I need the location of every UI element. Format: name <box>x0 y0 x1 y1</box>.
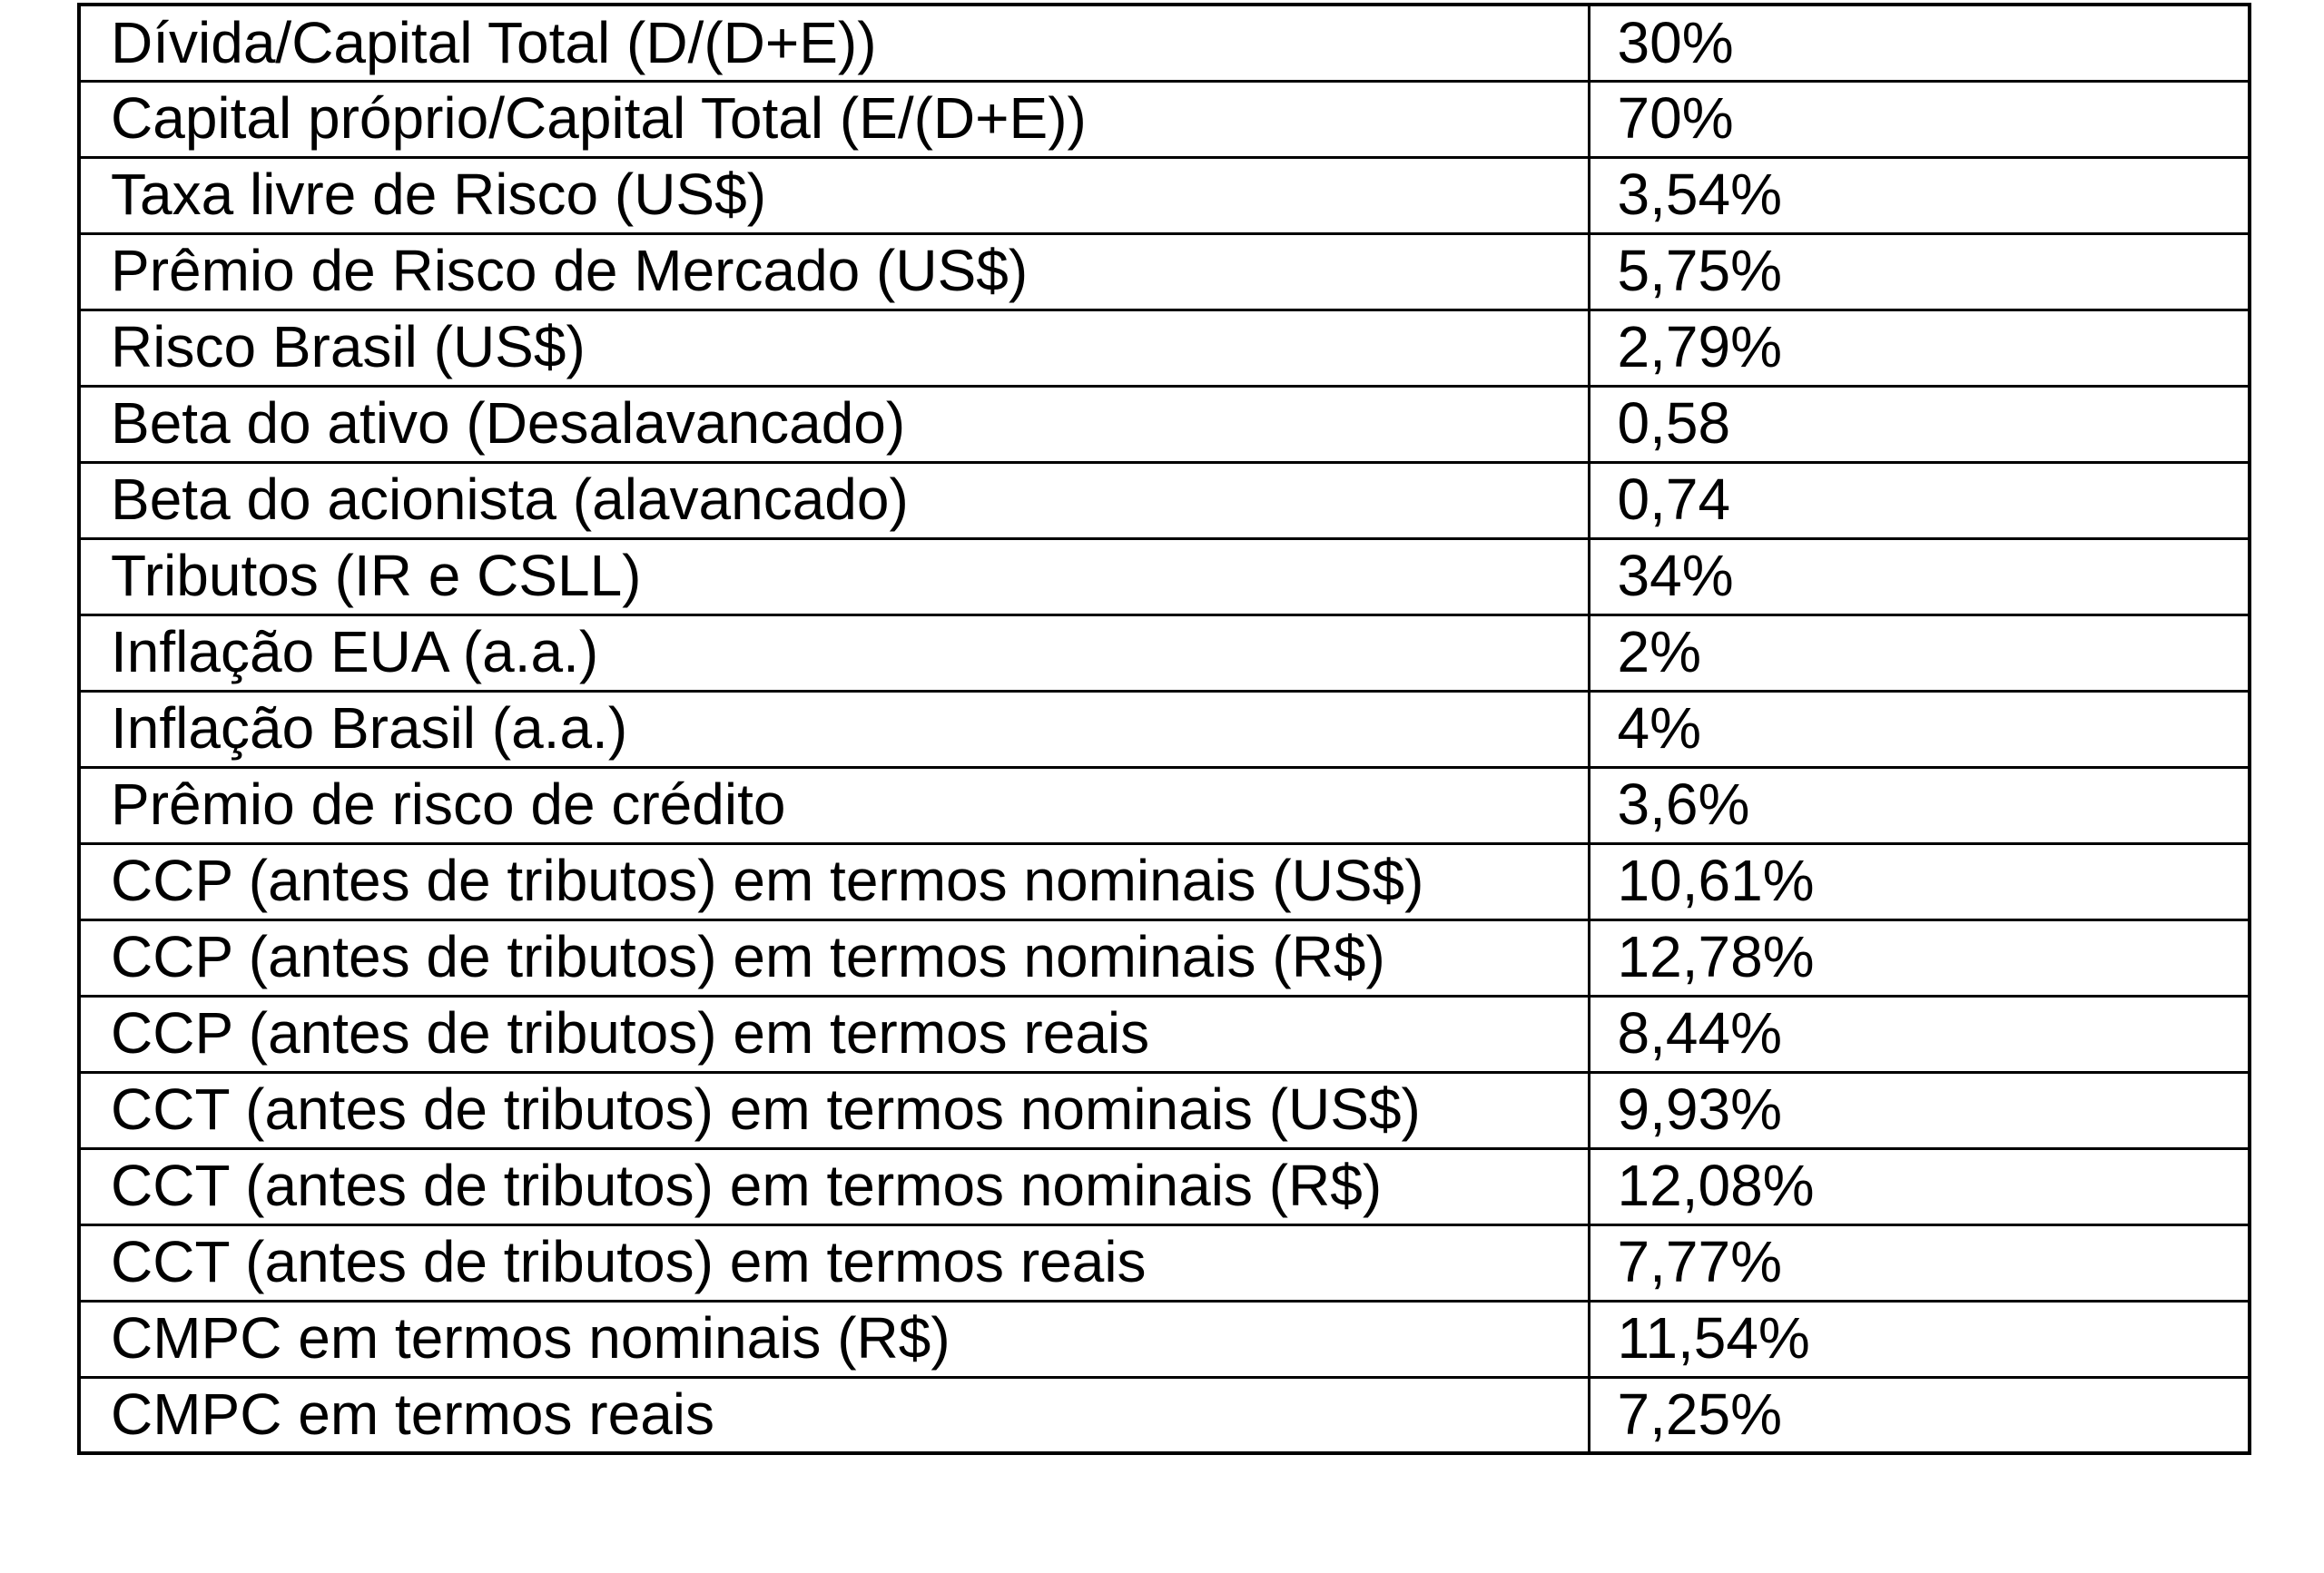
table-body: Dívida/Capital Total (D/(D+E)) 30% Capital… <box>77 3 2251 1455</box>
table-row: CCT (antes de tributos) em termos nomina… <box>77 1146 2251 1226</box>
table-row: Taxa livre de Risco (US$) 3,54% <box>77 155 2251 235</box>
parameter-label-cell: CMPC em termos nominais (R$) <box>77 1299 1590 1379</box>
table-row: CCP (antes de tributos) em termos reais 8… <box>77 994 2251 1074</box>
parameter-label-cell: Tributos (IR e CSLL) <box>77 536 1590 616</box>
parameter-value-cell: 12,08% <box>1587 1146 2251 1226</box>
parameter-label-cell: CMPC em termos reais <box>77 1375 1590 1455</box>
parameter-value-cell: 10,61% <box>1587 841 2251 921</box>
parameter-value-cell: 0,74 <box>1587 460 2251 540</box>
parameter-value-cell: 8,44% <box>1587 994 2251 1074</box>
parameter-value-cell: 30% <box>1587 3 2251 83</box>
parameter-value-cell: 7,77% <box>1587 1223 2251 1303</box>
parameter-value-cell: 4% <box>1587 689 2251 769</box>
parameter-value-cell: 3,6% <box>1587 765 2251 845</box>
parameter-value-cell: 7,25% <box>1587 1375 2251 1455</box>
parameter-label-cell: Capital próprio/Capital Total (E/(D+E)) <box>77 79 1590 159</box>
parameter-value-cell: 11,54% <box>1587 1299 2251 1379</box>
parameter-label-cell: CCP (antes de tributos) em termos nomina… <box>77 841 1590 921</box>
table-row: CCT (antes de tributos) em termos reais 7… <box>77 1223 2251 1303</box>
parameter-label-cell: Prêmio de Risco de Mercado (US$) <box>77 231 1590 311</box>
parameter-label-cell: Risco Brasil (US$) <box>77 308 1590 388</box>
table-row: CCP (antes de tributos) em termos nomina… <box>77 841 2251 921</box>
parameter-value-cell: 0,58 <box>1587 384 2251 464</box>
table-row: CMPC em termos nominais (R$) 11,54% <box>77 1299 2251 1379</box>
parameter-value-cell: 34% <box>1587 536 2251 616</box>
parameter-label-cell: CCT (antes de tributos) em termos nomina… <box>77 1070 1590 1150</box>
parameter-label-cell: CCT (antes de tributos) em termos reais <box>77 1223 1590 1303</box>
parameter-label-cell: CCT (antes de tributos) em termos nomina… <box>77 1146 1590 1226</box>
table-row: CCP (antes de tributos) em termos nomina… <box>77 918 2251 998</box>
parameter-label-cell: Inflação Brasil (a.a.) <box>77 689 1590 769</box>
parameter-value-cell: 12,78% <box>1587 918 2251 998</box>
table-row: Risco Brasil (US$) 2,79% <box>77 308 2251 388</box>
parameter-label-cell: Inflação EUA (a.a.) <box>77 613 1590 693</box>
table-row: Inflação Brasil (a.a.) 4% <box>77 689 2251 769</box>
table-row: Beta do ativo (Desalavancado) 0,58 <box>77 384 2251 464</box>
parameter-value-cell: 70% <box>1587 79 2251 159</box>
parameter-value-cell: 2,79% <box>1587 308 2251 388</box>
table-row: Prêmio de Risco de Mercado (US$) 5,75% <box>77 231 2251 311</box>
table-row: CCT (antes de tributos) em termos nomina… <box>77 1070 2251 1150</box>
parameter-label-cell: Dívida/Capital Total (D/(D+E)) <box>77 3 1590 83</box>
parameter-label-cell: Beta do ativo (Desalavancado) <box>77 384 1590 464</box>
table-row: Tributos (IR e CSLL) 34% <box>77 536 2251 616</box>
table-row: Inflação EUA (a.a.) 2% <box>77 613 2251 693</box>
parameter-label-cell: Taxa livre de Risco (US$) <box>77 155 1590 235</box>
table-row: CMPC em termos reais 7,25% <box>77 1375 2251 1455</box>
parameter-label-cell: CCP (antes de tributos) em termos reais <box>77 994 1590 1074</box>
table-row: Capital próprio/Capital Total (E/(D+E)) 7… <box>77 79 2251 159</box>
parameter-value-cell: 2% <box>1587 613 2251 693</box>
parameter-value-cell: 9,93% <box>1587 1070 2251 1150</box>
table-row: Prêmio de risco de crédito 3,6% <box>77 765 2251 845</box>
parameter-value-cell: 5,75% <box>1587 231 2251 311</box>
parameter-label-cell: Beta do acionista (alavancado) <box>77 460 1590 540</box>
parameter-value-cell: 3,54% <box>1587 155 2251 235</box>
wacc-parameters-table: Dívida/Capital Total (D/(D+E)) 30% Capital… <box>77 3 2251 1455</box>
parameter-label-cell: CCP (antes de tributos) em termos nomina… <box>77 918 1590 998</box>
parameter-label-cell: Prêmio de risco de crédito <box>77 765 1590 845</box>
table-row: Dívida/Capital Total (D/(D+E)) 30% <box>77 3 2251 83</box>
table-row: Beta do acionista (alavancado) 0,74 <box>77 460 2251 540</box>
